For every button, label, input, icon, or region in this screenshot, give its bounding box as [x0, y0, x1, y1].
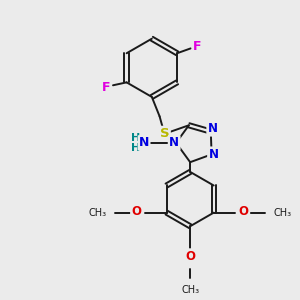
Text: H: H	[131, 133, 140, 143]
Text: S: S	[160, 127, 169, 140]
Text: O: O	[239, 205, 249, 218]
Text: N: N	[139, 136, 149, 149]
Text: CH₃: CH₃	[88, 208, 106, 218]
Text: F: F	[102, 81, 110, 94]
Text: H: H	[131, 143, 140, 153]
Text: CH₃: CH₃	[274, 208, 292, 218]
Text: CH₃: CH₃	[181, 286, 199, 296]
Text: N: N	[169, 136, 179, 149]
Text: N: N	[208, 148, 218, 161]
Text: N: N	[208, 122, 218, 135]
Text: O: O	[185, 250, 195, 263]
Text: O: O	[131, 205, 142, 218]
Text: F: F	[193, 40, 202, 53]
